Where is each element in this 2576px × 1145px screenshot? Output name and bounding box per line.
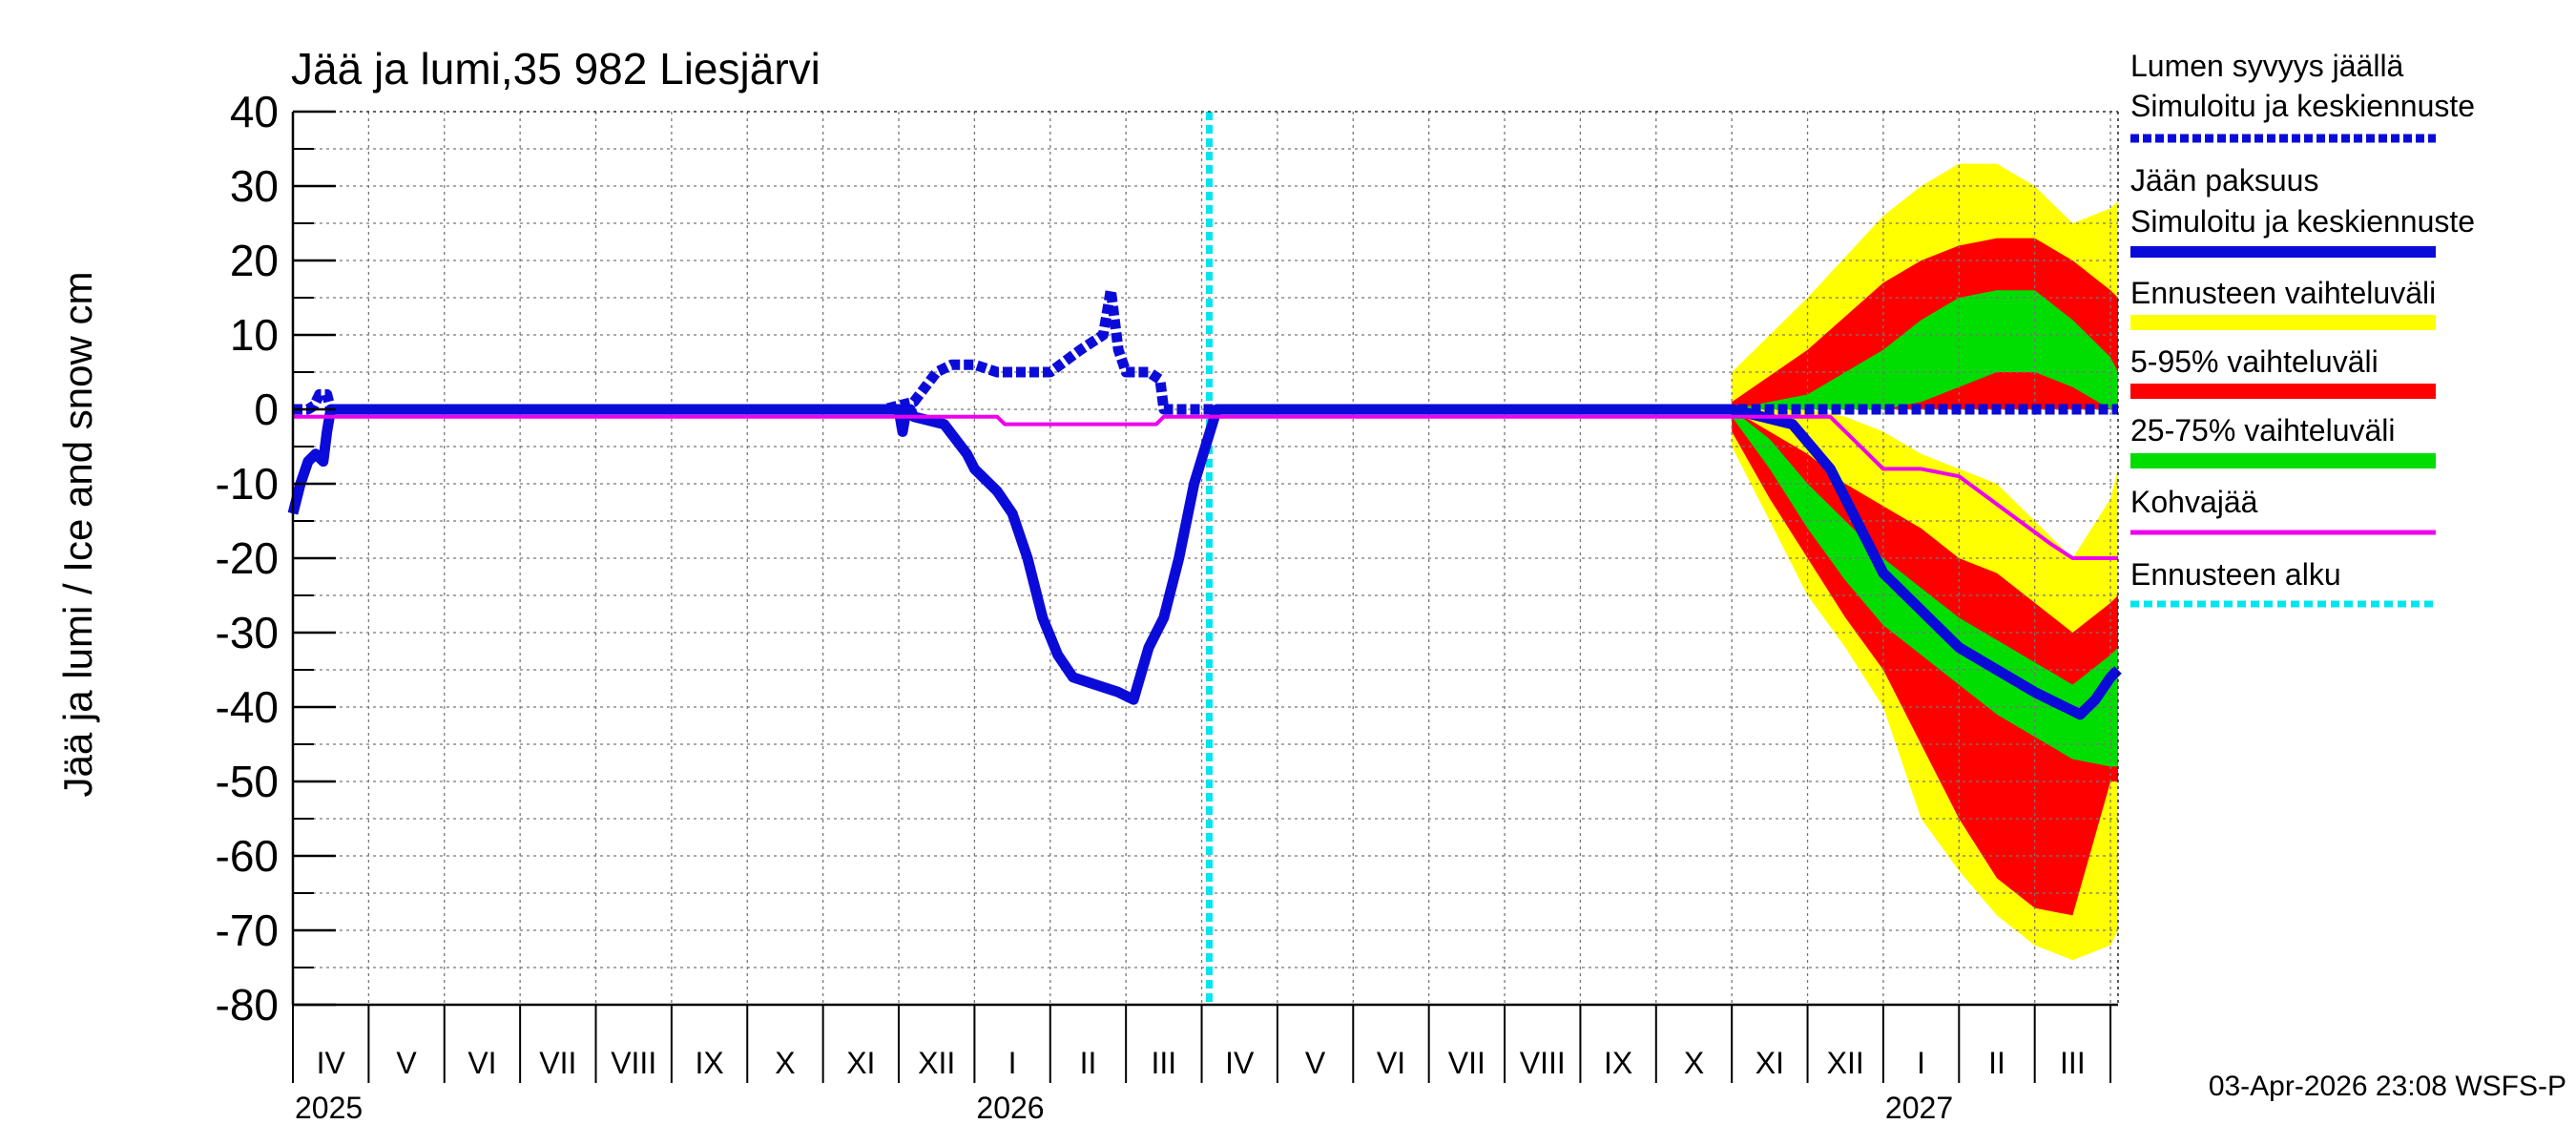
y-tick-label: -50 <box>216 757 279 806</box>
y-axis-label: Jää ja lumi / Ice and snow cm <box>55 272 100 798</box>
grid-lines <box>293 112 2118 1005</box>
y-tick-label: 30 <box>230 161 279 211</box>
legend-sublabel: Simuloitu ja keskiennuste <box>2130 89 2475 123</box>
year-label: 2025 <box>295 1091 363 1125</box>
month-label: I <box>1917 1046 1925 1080</box>
month-label: VI <box>1377 1046 1405 1080</box>
legend-label: Kohvajää <box>2130 485 2258 519</box>
band-25-75-j- <box>1732 409 2118 767</box>
month-label: V <box>396 1046 417 1080</box>
y-tick-label: -40 <box>216 682 279 732</box>
year-label: 2026 <box>976 1091 1044 1125</box>
legend-sublabel: Simuloitu ja keskiennuste <box>2130 204 2475 239</box>
y-tick-label: -70 <box>216 906 279 955</box>
data-lines <box>287 112 2122 1005</box>
month-label: XII <box>918 1046 955 1080</box>
y-tick-label: -20 <box>216 533 279 583</box>
line-kohvaj- <box>293 414 2118 560</box>
month-label: XII <box>1827 1046 1864 1080</box>
legend-label: Ennusteen alku <box>2130 557 2341 592</box>
y-tick-label: 40 <box>230 87 279 136</box>
legend-label: Ennusteen vaihteluväli <box>2130 276 2436 310</box>
legend: Lumen syvyys jäällä Simuloitu ja keskienn… <box>2130 49 2475 608</box>
line-lumen-syvyys-j-ll- <box>293 284 2118 415</box>
year-label: 2027 <box>1885 1091 1953 1125</box>
month-label: IX <box>695 1046 723 1080</box>
chart-title: Jää ja lumi,35 982 Liesjärvi <box>291 44 821 94</box>
y-tick-label: -30 <box>216 608 279 657</box>
month-label: III <box>1152 1046 1177 1080</box>
y-tick-label: -80 <box>216 980 279 1030</box>
month-label: XI <box>846 1046 875 1080</box>
month-label: VIII <box>1520 1046 1566 1080</box>
band-25-75-lumi- <box>1732 290 2118 409</box>
month-label: II <box>1080 1046 1097 1080</box>
y-tick-label: -10 <box>216 459 279 509</box>
month-label: IX <box>1604 1046 1632 1080</box>
month-label: VII <box>1448 1046 1485 1080</box>
month-label: VII <box>539 1046 576 1080</box>
legend-label: 5-95% vaihteluväli <box>2130 344 2379 379</box>
month-label: X <box>775 1046 795 1080</box>
legend-label: Lumen syvyys jäällä <box>2130 49 2404 83</box>
month-label: VIII <box>611 1046 656 1080</box>
y-tick-label: -60 <box>216 831 279 881</box>
month-label: II <box>1988 1046 2005 1080</box>
month-label: XI <box>1755 1046 1784 1080</box>
month-label: X <box>1684 1046 1704 1080</box>
y-tick-label: 0 <box>254 385 279 434</box>
y-tick-label: 10 <box>230 310 279 360</box>
forecast-bands <box>1732 163 2118 961</box>
line-j-n-paksuus <box>287 404 2122 720</box>
legend-label: Jään paksuus <box>2130 163 2318 198</box>
y-tick-label: 20 <box>230 236 279 285</box>
footer-timestamp: 03-Apr-2026 23:08 WSFS-P <box>2209 1071 2566 1102</box>
month-label: IV <box>1225 1046 1255 1080</box>
month-label: VI <box>467 1046 496 1080</box>
month-label: V <box>1305 1046 1326 1080</box>
month-label: I <box>1008 1046 1017 1080</box>
legend-label: 25-75% vaihteluväli <box>2130 413 2396 448</box>
month-label: III <box>2060 1046 2086 1080</box>
month-label: IV <box>317 1046 346 1080</box>
